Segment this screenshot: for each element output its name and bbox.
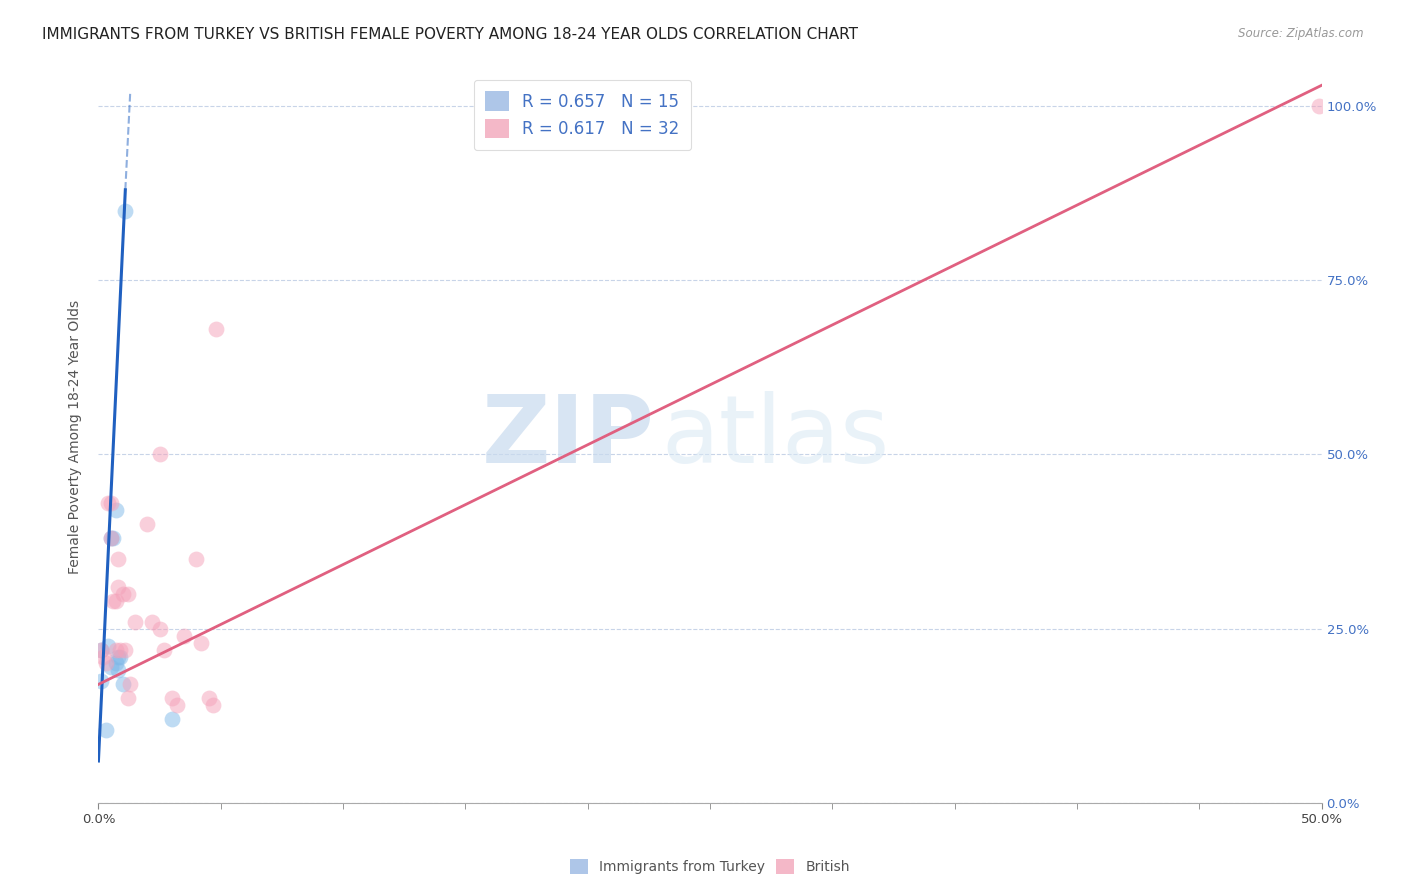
- Point: [107, 664, 129, 678]
- Point: [104, 642, 127, 657]
- Point: [100, 660, 122, 674]
- Point: [160, 691, 183, 706]
- Point: [110, 642, 132, 657]
- Point: [205, 322, 228, 336]
- Point: [114, 203, 136, 218]
- Point: [90, 673, 112, 688]
- Point: [94, 657, 117, 671]
- Point: [197, 691, 219, 706]
- Point: [100, 496, 122, 510]
- Point: [124, 615, 146, 629]
- Point: [117, 587, 139, 601]
- Y-axis label: Female Poverty Among 18-24 Year Olds: Female Poverty Among 18-24 Year Olds: [69, 300, 83, 574]
- Point: [160, 712, 183, 726]
- Point: [107, 580, 129, 594]
- Point: [91, 649, 114, 664]
- Point: [104, 594, 127, 608]
- Point: [111, 587, 134, 601]
- Point: [136, 517, 159, 532]
- Point: [141, 615, 163, 629]
- Point: [153, 642, 176, 657]
- Point: [94, 723, 117, 737]
- Point: [107, 649, 129, 664]
- Point: [97, 639, 120, 653]
- Point: [90, 642, 112, 657]
- Point: [97, 496, 120, 510]
- Point: [114, 642, 136, 657]
- Point: [107, 552, 129, 566]
- Point: [149, 448, 172, 462]
- Text: IMMIGRANTS FROM TURKEY VS BRITISH FEMALE POVERTY AMONG 18-24 YEAR OLDS CORRELATI: IMMIGRANTS FROM TURKEY VS BRITISH FEMALE…: [42, 27, 858, 42]
- Point: [186, 552, 208, 566]
- Point: [104, 503, 127, 517]
- Point: [173, 629, 195, 643]
- Point: [166, 698, 188, 713]
- Legend: Immigrants from Turkey, British: Immigrants from Turkey, British: [564, 854, 856, 880]
- Text: atlas: atlas: [661, 391, 890, 483]
- Point: [111, 677, 134, 691]
- Point: [104, 657, 127, 671]
- Point: [1308, 99, 1330, 113]
- Point: [100, 531, 122, 545]
- Point: [90, 642, 112, 657]
- Text: ZIP: ZIP: [482, 391, 655, 483]
- Point: [110, 649, 132, 664]
- Point: [149, 622, 172, 636]
- Point: [100, 531, 122, 545]
- Point: [190, 635, 212, 649]
- Point: [120, 677, 142, 691]
- Point: [101, 531, 124, 545]
- Point: [117, 691, 139, 706]
- Point: [202, 698, 225, 713]
- Point: [101, 594, 124, 608]
- Text: Source: ZipAtlas.com: Source: ZipAtlas.com: [1239, 27, 1364, 40]
